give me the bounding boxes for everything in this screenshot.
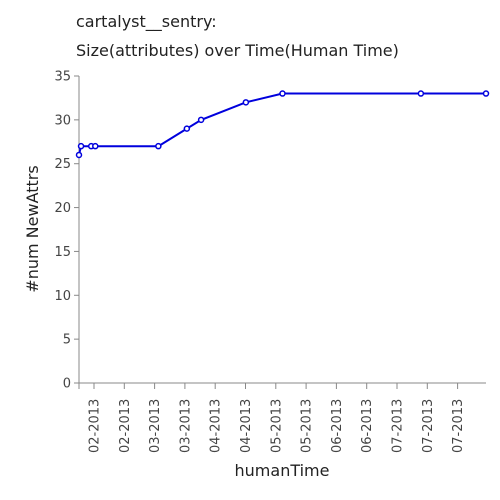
y-axis: 0 5 10 15 20 25 30 35: [54, 70, 80, 392]
data-point: [92, 142, 99, 150]
x-tick-label: 03-2013: [178, 399, 193, 453]
series-line: [78, 92, 486, 156]
data-point: [183, 125, 191, 132]
y-tick-label: 25: [54, 157, 71, 172]
x-tick-label: 03-2013: [148, 399, 163, 453]
chart-title-line-2: Size(attributes) over Time(Human Time): [76, 41, 399, 60]
x-tick-label: 02-2013: [88, 399, 103, 453]
data-point: [155, 142, 162, 150]
x-tick-label: 04-2013: [209, 399, 224, 453]
x-tick-label: 02-2013: [118, 399, 133, 453]
x-axis-label: humanTime: [235, 461, 330, 480]
data-point: [242, 99, 250, 106]
x-tick-label: 05-2013: [300, 399, 315, 453]
y-tick-label: 10: [54, 289, 71, 304]
y-tick-label: 30: [54, 113, 71, 128]
x-tick-label: 05-2013: [269, 399, 284, 453]
data-point: [77, 142, 85, 150]
data-point: [279, 90, 286, 97]
x-tick-label: 07-2013: [451, 399, 466, 453]
y-tick-label: 5: [63, 333, 71, 348]
x-tick-label: 06-2013: [330, 399, 345, 453]
y-tick-label: 15: [54, 245, 71, 260]
x-tick-label: 07-2013: [421, 399, 436, 453]
x-axis: 02-2013 02-2013 03-2013 03-2013 04-2013 04-20…: [78, 382, 486, 453]
x-tick-label: 04-2013: [239, 399, 254, 453]
data-point: [417, 90, 425, 97]
y-tick-label: 20: [54, 201, 71, 216]
x-tick-label: 06-2013: [360, 399, 375, 453]
x-tick-label: 07-2013: [391, 399, 406, 453]
data-point: [75, 151, 83, 159]
series-group: [75, 90, 490, 159]
y-tick-label: 0: [63, 377, 71, 392]
y-axis-label: #num NewAttrs: [23, 165, 42, 292]
y-tick-label: 35: [54, 70, 71, 85]
chart-title-line-1: cartalyst__sentry:: [76, 12, 217, 32]
data-point: [482, 90, 490, 97]
data-point: [197, 116, 205, 124]
